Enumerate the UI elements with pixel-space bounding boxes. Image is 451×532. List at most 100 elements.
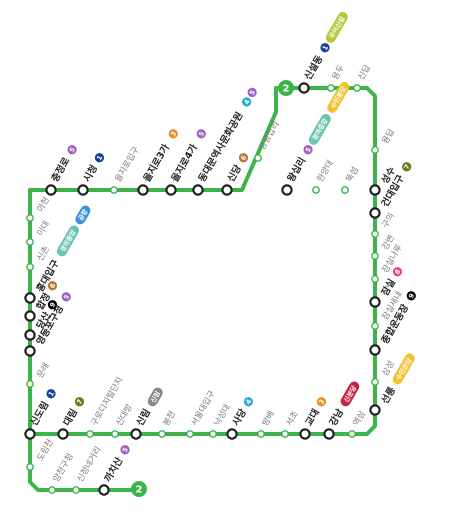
line2-terminal-marker-top: 2 [278,80,294,96]
station-euljiro3ga[interactable]: 을지로3가 3 [137,127,180,196]
station-sinjeongne[interactable]: 신정네거리 [72,445,104,494]
station-label-group: 양천구청 [51,451,76,484]
line-badge-6: 6 [47,281,58,291]
line-badge-label: 경의중앙 [58,228,78,253]
line-badge-number: 9 [407,292,416,300]
station-label-group: 을지로입구 [114,145,142,184]
station-label-group: 봉천 [161,409,178,428]
transfer-station-marker [77,184,89,196]
station-name: 신대방 [114,402,135,428]
station-marker [26,380,34,388]
station-name: 서초 [285,409,302,428]
station-label-group: 사당4 [230,397,254,428]
line-number-label: 2 [136,485,143,496]
line-badge-suin: 수인분당 [392,353,415,385]
line-badge-number: 3 [169,130,178,138]
station-name: 양천구청 [51,451,76,484]
station-label-group: 방배 [260,409,277,428]
station-marker [371,322,379,330]
station-name: 신당 [225,163,244,184]
line2-sinjeong-branch-track [28,434,140,492]
station-name: 충정로 [49,155,73,184]
station-label-group: 이대 [35,219,52,238]
station-label-group: 낙성대 [212,402,233,428]
station-name: 시청 [81,163,100,184]
station-label-group: 용답 [380,127,397,146]
station-name: 신정네거리 [75,445,104,484]
station-marker [186,430,194,438]
line-badge-9: 9 [406,291,416,301]
station-ttukseom[interactable]: 뚝섬 [341,165,361,194]
line-badge-7: 7 [74,397,84,407]
station-marker [327,84,335,92]
station-snu[interactable]: 서울대입구 [186,389,218,438]
station-label-group: 도림천 [35,437,56,463]
station-marker [371,146,379,154]
station-marker [312,186,320,194]
station-label-group: 아현 [35,195,52,214]
line-badge-1: 1 [46,389,56,399]
station-name: 도림천 [35,437,56,463]
transfer-station-marker [24,345,36,357]
line-badge-5: 5 [247,87,257,98]
line-number-label: 2 [283,84,290,95]
station-label-group: 신대방 [114,402,135,428]
station-dangsan[interactable]: 당산9 [24,298,60,341]
line-badge-7: 7 [402,162,412,172]
line-badge-label: 경의중앙 [310,117,330,142]
station-marker [257,430,265,438]
station-name: 역삼 [351,409,368,428]
line-badge-number: 7 [402,163,411,171]
transfer-station-marker [137,184,149,196]
station-yangcheon[interactable]: 양천구청 [48,451,76,494]
line-badge-number: 1 [321,44,330,52]
line2-track [28,86,377,492]
station-guro[interactable]: 구로디지털단지 [86,375,126,438]
station-marker [371,378,379,386]
line-badge-label: 우이신설 [327,15,347,40]
line-badge-number: 5 [68,146,77,154]
station-name: 홍대입구 [34,257,62,294]
transfer-station-marker [323,428,335,440]
station-name: 선릉 [379,385,398,406]
station-label-group: 대림7 [61,397,84,428]
station-hongdae[interactable]: 홍대입구 경의중앙 공항 [24,203,93,304]
line-badge-number: 7 [75,398,84,406]
transfer-station-marker [281,184,293,196]
line-badge-number: 8 [393,268,402,276]
station-marker [111,430,119,438]
station-label-group: 시청1 [81,153,105,184]
station-euljiro1ga[interactable]: 을지로입구 [110,145,142,194]
station-name: 교대 [303,407,322,428]
transfer-station-marker [369,344,381,356]
station-hanyang[interactable]: 한양대 [312,158,336,194]
line-badge-number: 5 [62,293,71,301]
line-badge-5: 5 [120,445,130,455]
station-label-group: 신정네거리 [75,445,104,484]
line-badge-6: 6 [238,153,249,163]
transfer-station-marker [369,184,381,196]
station-name: 대림 [61,407,80,428]
station-name: 낙성대 [212,402,233,428]
station-marker [110,186,118,194]
station-name: 뚝섬 [344,165,361,184]
line-badge-number: 5 [304,146,313,154]
station-name: 사당 [230,407,249,428]
station-marker [26,263,34,271]
station-name: 방배 [260,409,277,428]
line-badge-number: 5 [248,88,257,96]
station-name: 신촌 [36,244,53,263]
station-name: 이대 [35,219,52,238]
line-badge-label: 수인분당 [394,356,414,381]
station-label-group: 교대3 [303,397,326,428]
station-marker [341,186,349,194]
station-name: 용답 [380,127,397,146]
line-badge-number: 1 [95,154,104,162]
